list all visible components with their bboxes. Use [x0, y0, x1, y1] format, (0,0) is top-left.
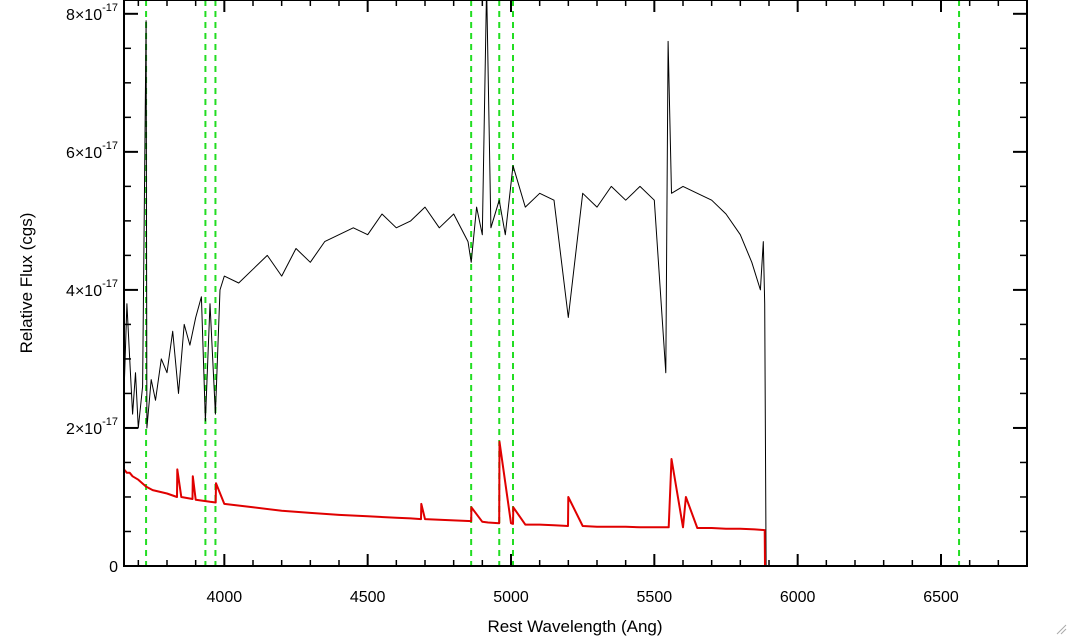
plot-frame	[123, 0, 1028, 567]
spectrum-series	[123, 0, 1027, 567]
x-axis-ticks: 4000 4500 5000 5500 6000 6500	[137, 0, 1028, 606]
x-tick-label: 6000	[780, 589, 816, 606]
series-line-1	[123, 440, 1027, 567]
y-tick-label: 2×10-17	[66, 416, 118, 438]
y-tick-label: 8×10-17	[66, 2, 118, 24]
y-tick-label: 6×10-17	[66, 140, 118, 162]
resize-grip-icon[interactable]	[1055, 623, 1067, 635]
emission-line-markers	[145, 0, 961, 566]
x-tick-label: 5500	[637, 589, 673, 606]
x-tick-label: 6500	[923, 589, 959, 606]
series-line-0	[123, 0, 1027, 567]
x-tick-label: 4500	[350, 589, 386, 606]
y-tick-label: 0	[109, 559, 118, 576]
y-axis-title: Relative Flux (cgs)	[17, 213, 36, 354]
x-tick-label: 4000	[207, 589, 243, 606]
y-tick-label: 4×10-17	[66, 278, 118, 300]
y-axis-ticks: 0 2×10-17 4×10-17 6×10-17 8×10-17	[66, 2, 1027, 576]
x-axis-title: Rest Wavelength (Ang)	[487, 617, 662, 636]
x-tick-label: 5000	[493, 589, 529, 606]
